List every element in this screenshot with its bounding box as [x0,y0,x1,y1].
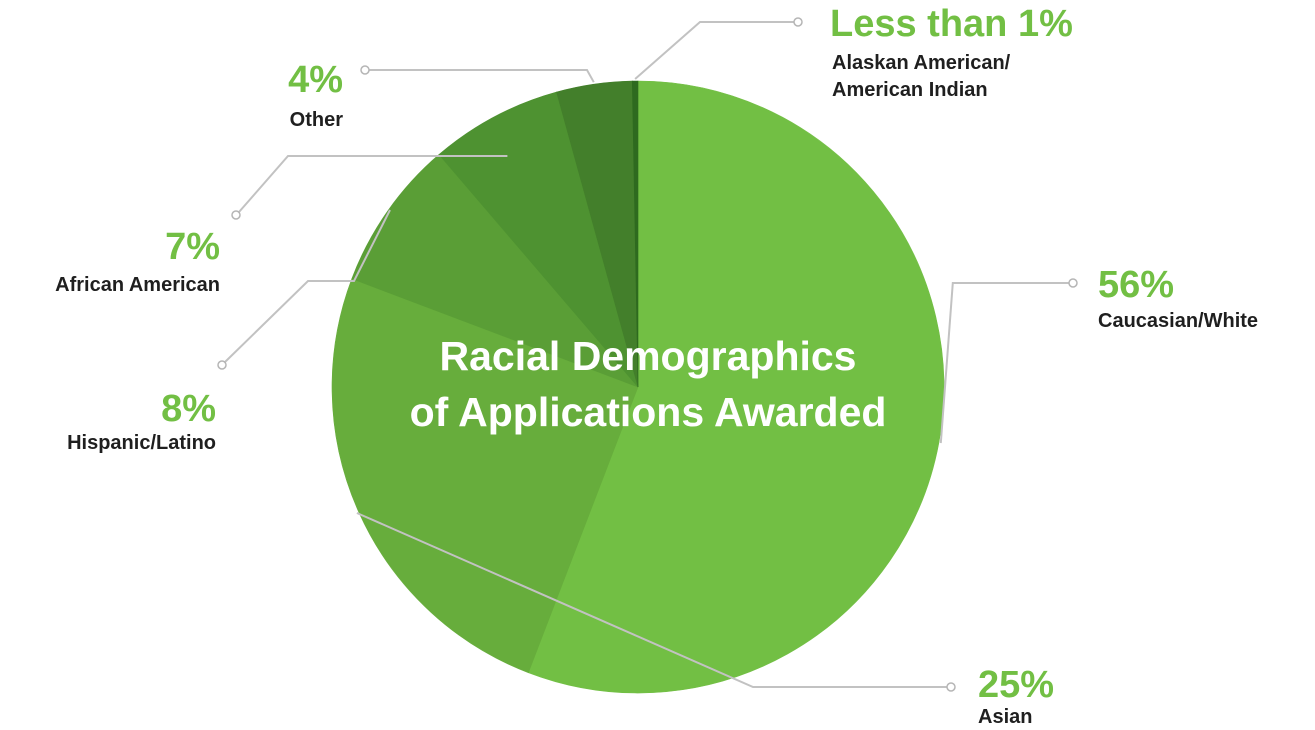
slice-category-asian: Asian [978,706,1032,728]
slice-percent-alaskan-american-american-indian: Less than 1% [830,3,1073,45]
slice-labels: 56% Caucasian/White 25%Asian 8%Hispanic/Lat… [55,3,1258,728]
leader-dot-asian [946,682,956,692]
slice-percent-other: 4% [288,59,343,101]
slice-percent-hispanic-latino: 8% [161,388,216,430]
slice-category-african-american: African American [55,274,220,296]
slice-category-other: Other [290,109,344,131]
leader-dot-other [360,65,370,75]
leader-lines [217,17,1078,692]
slice-category-caucasian-white: Caucasian/White [1098,310,1258,332]
leader-line-african-american [238,155,508,213]
chart-title-line-1: Racial Demographics [440,333,857,379]
pie-slice-asian [331,278,639,674]
chart-title-line-2: of Applications Awarded [410,389,887,435]
slice-category-hispanic-latino: Hispanic/Latino [67,432,216,454]
leader-line-alaskan-american-american-indian [634,21,794,80]
pie-slice-alaskan-american-american-indian [631,80,639,388]
leader-dot-caucasian-white [1068,278,1078,288]
slice-percent-african-american: 7% [165,226,220,268]
leader-line-hispanic-latino [224,209,391,363]
slice-percent-asian: 25% [978,664,1054,706]
pie-slices [331,80,945,694]
leader-dot-alaskan-american-american-indian [793,17,803,27]
slice-percent-caucasian-white: 56% [1098,264,1174,306]
pie-slice-caucasian-white [527,80,945,694]
pie-slice-african-american [438,91,639,388]
leader-line-asian [356,512,947,688]
leader-line-caucasian-white [939,282,1069,444]
pie-slice-hispanic-latino [351,154,639,388]
slice-category-alaskan-american-american-indian-line-1: Alaskan American/ [832,52,1011,74]
slice-category-alaskan-american-american-indian-line-2: American Indian [832,79,988,101]
leader-dot-hispanic-latino [217,360,227,370]
leader-line-other [369,69,595,83]
leader-dot-african-american [231,210,241,220]
